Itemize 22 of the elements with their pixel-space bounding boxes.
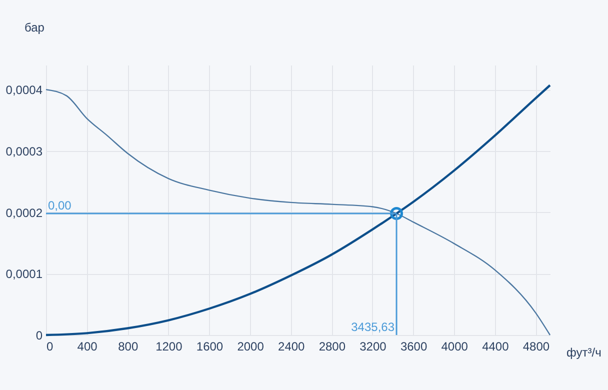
- y-axis-title: бар: [24, 20, 45, 34]
- x-tick-label: 2400: [278, 340, 306, 354]
- y-tick-label: 0: [36, 328, 43, 342]
- y-tick-label: 0,0001: [6, 267, 43, 282]
- x-tick-label: 2800: [318, 340, 346, 354]
- x-tick-label: 400: [77, 340, 98, 354]
- x-tick-label: 4400: [482, 340, 510, 354]
- x-tick-label: 4000: [441, 340, 468, 354]
- x-tick-label: 3600: [400, 340, 428, 354]
- y-tick-label: 0,0004: [6, 83, 43, 98]
- x-axis-title: фут³/ч: [566, 346, 602, 360]
- x-tick-label: 0: [46, 340, 54, 354]
- x-tick-label: 1600: [196, 340, 224, 354]
- ref-line-label: 3435,63: [351, 320, 395, 334]
- x-tick-label: 3200: [360, 340, 387, 354]
- x-tick-label: 2000: [237, 340, 264, 354]
- x-tick-label: 4800: [522, 340, 550, 354]
- x-tick-label: 1200: [156, 340, 183, 354]
- y-tick-label: 0,0002: [6, 206, 43, 220]
- y-tick-label: 0,0003: [6, 144, 43, 158]
- x-tick-label: 800: [118, 340, 138, 354]
- ref-line-label: 0,00: [48, 198, 72, 212]
